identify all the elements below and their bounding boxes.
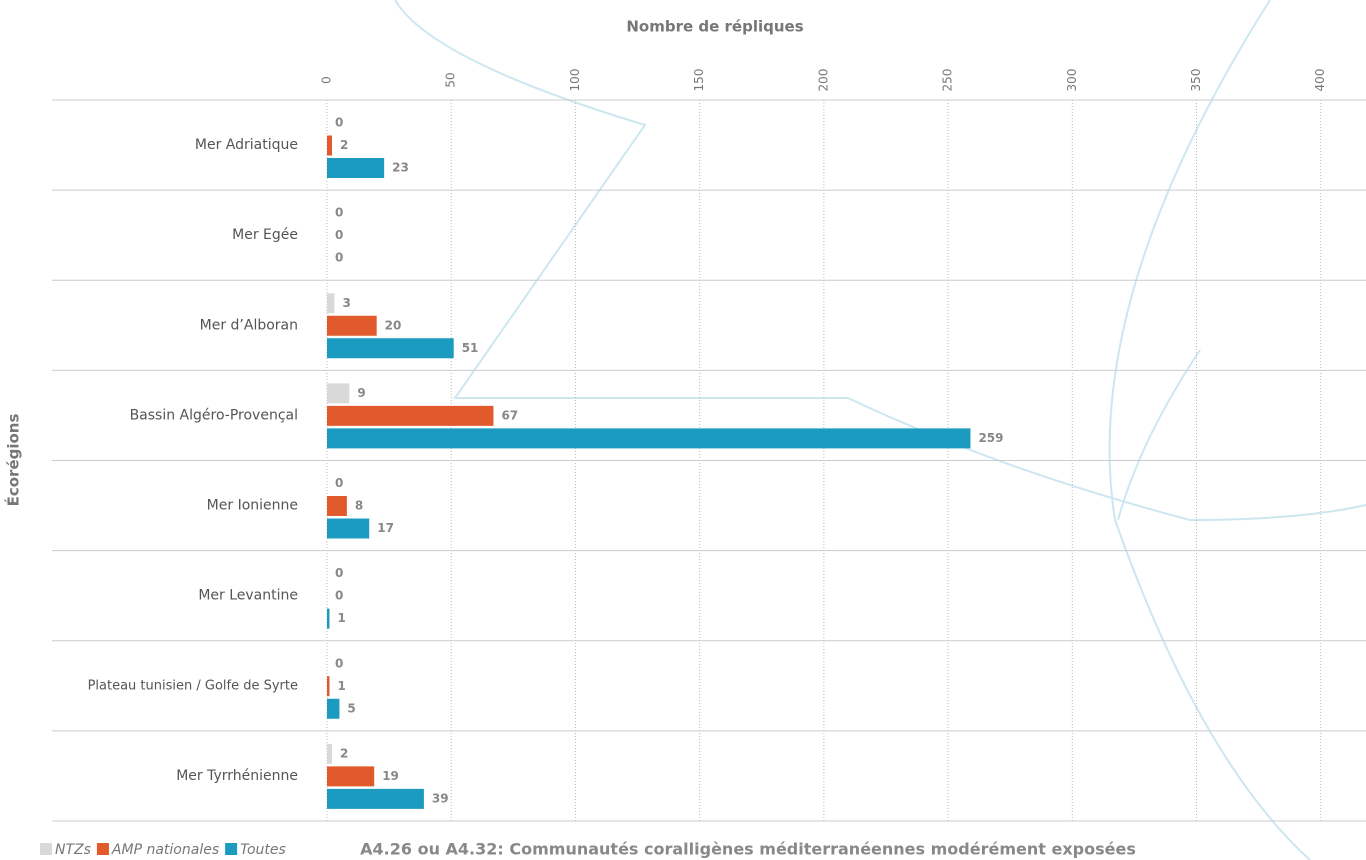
legend-swatch [225, 843, 238, 855]
value-label: 51 [462, 341, 479, 355]
bar [327, 338, 454, 359]
caption: A4.26 ou A4.32: Communautés coralligènes… [360, 840, 1136, 859]
value-label: 67 [501, 408, 518, 422]
legend-swatch [40, 843, 52, 855]
value-label: 0 [335, 656, 343, 670]
y-tick-label: Bassin Algéro-Provençal [130, 407, 298, 423]
bar [327, 428, 971, 449]
bar [327, 315, 377, 336]
bar [327, 405, 494, 426]
value-label: 2 [340, 746, 348, 760]
bar [327, 766, 375, 787]
value-label: 0 [335, 566, 343, 580]
bar [327, 518, 370, 539]
value-label: 259 [978, 431, 1003, 445]
x-tick-label: 250 [941, 69, 955, 92]
legend-label: AMP nationales [111, 842, 219, 858]
value-label: 2 [340, 138, 348, 152]
value-label: 39 [432, 791, 449, 805]
value-label: 3 [342, 296, 350, 310]
value-label: 8 [355, 499, 363, 513]
legend-swatch [96, 843, 109, 855]
y-tick-label: Mer Levantine [198, 588, 298, 604]
x-axis-title: Nombre de répliques [626, 18, 803, 36]
bar [327, 743, 332, 764]
x-tick-label: 200 [816, 69, 830, 92]
x-tick-label: 100 [568, 69, 582, 92]
x-tick-label: 50 [444, 72, 458, 87]
x-tick-label: 150 [692, 69, 706, 92]
y-tick-label: Mer Tyrrhénienne [176, 768, 298, 784]
value-label: 0 [335, 206, 343, 220]
value-label: 9 [357, 386, 365, 400]
value-label: 20 [385, 318, 402, 332]
bar [327, 383, 350, 404]
bar [327, 676, 330, 697]
y-axis-title: Écorégions [4, 414, 23, 507]
y-tick-label: Mer Ionienne [207, 498, 298, 514]
x-tick-label: 300 [1065, 69, 1079, 92]
bar [327, 293, 335, 314]
y-tick-label: Mer d’Alboran [200, 317, 298, 333]
x-tick-label: 350 [1189, 69, 1203, 92]
value-label: 1 [337, 611, 345, 625]
y-tick-label: Mer Adriatique [195, 137, 298, 153]
bar [327, 496, 347, 516]
value-label: 23 [392, 161, 409, 175]
bar [327, 135, 332, 156]
y-tick-label: Plateau tunisien / Golfe de Syrte [88, 678, 298, 693]
value-label: 0 [335, 476, 343, 490]
value-label: 17 [377, 521, 394, 535]
bar [327, 698, 340, 719]
legend-label: Toutes [240, 842, 286, 858]
x-tick-label: 400 [1313, 69, 1327, 92]
value-label: 0 [335, 116, 343, 130]
y-tick-label: Mer Egée [232, 227, 298, 243]
value-label: 0 [335, 251, 343, 265]
value-label: 0 [335, 228, 343, 242]
legend-label: NTZs [55, 842, 91, 858]
value-label: 0 [335, 589, 343, 603]
bar [327, 158, 385, 178]
value-label: 19 [382, 769, 399, 783]
value-label: 1 [337, 679, 345, 693]
bar [327, 608, 330, 629]
value-label: 5 [347, 701, 355, 715]
bar [327, 788, 424, 809]
x-tick-label: 0 [320, 76, 334, 84]
